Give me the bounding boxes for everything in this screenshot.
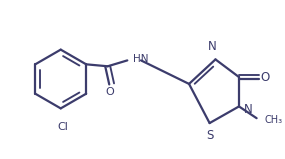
Text: N: N (244, 103, 253, 116)
Text: Cl: Cl (57, 122, 68, 132)
Text: N: N (208, 40, 217, 53)
Text: CH₃: CH₃ (264, 115, 282, 125)
Text: S: S (206, 129, 213, 142)
Text: O: O (105, 87, 114, 97)
Text: O: O (261, 71, 270, 83)
Text: HN: HN (133, 54, 149, 64)
